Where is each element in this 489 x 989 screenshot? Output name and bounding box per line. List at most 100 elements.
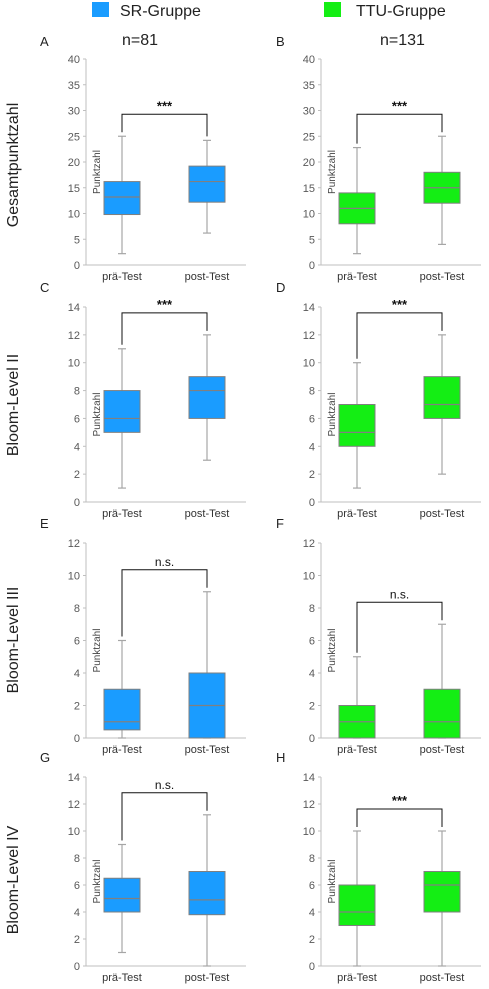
significance-label: *** (392, 793, 408, 808)
y-tick-label: 25 (303, 131, 315, 143)
y-tick-label: 10 (68, 826, 80, 838)
box-post-test: post-Test (185, 334, 230, 520)
row-label-1: Gesamtpunktzahl (5, 103, 22, 228)
y-tick-label: 6 (74, 413, 80, 425)
y-tick-label: 6 (309, 880, 315, 892)
y-tick-label: 14 (68, 772, 80, 784)
box-pre-test: prä-Test (102, 348, 142, 520)
category-label: prä-Test (337, 744, 377, 756)
box-post-test: post-Test (420, 135, 465, 283)
panel-F: F 0 2 4 6 8 10 12 Punktzahl prä-Test post-Test n.s. (276, 516, 481, 756)
row-label-3: Bloom-Level III (5, 587, 22, 694)
panel-letter: C (40, 280, 49, 295)
y-tick-label: 10 (68, 209, 80, 221)
panel-letter: A (40, 34, 49, 49)
y-axis-label: Punktzahl (327, 860, 338, 904)
category-label: prä-Test (102, 972, 142, 984)
y-tick-label: 8 (74, 603, 80, 615)
y-tick-label: 10 (303, 209, 315, 221)
y-tick-label: 0 (74, 733, 80, 745)
panel-letter: D (276, 280, 285, 295)
y-tick-label: 35 (68, 80, 80, 92)
panel-A: A 0 5 10 15 20 25 30 35 40 Punktzahl prä-Test post-T… (40, 34, 246, 283)
y-tick-label: 25 (68, 131, 80, 143)
box-iqr (103, 181, 141, 216)
y-tick-label: 4 (309, 907, 315, 919)
significance-label: *** (392, 98, 408, 113)
y-tick-label: 12 (303, 799, 315, 811)
panel-letter: F (276, 516, 284, 531)
y-tick-label: 2 (74, 701, 80, 713)
y-tick-label: 0 (74, 497, 80, 509)
category-label: prä-Test (102, 744, 142, 756)
category-label: prä-Test (337, 508, 377, 520)
category-label: post-Test (420, 972, 465, 984)
significance-bracket (121, 113, 208, 137)
significance-bracket (356, 601, 443, 653)
box-pre-test: prä-Test (337, 146, 377, 283)
y-tick-label: 40 (68, 54, 80, 66)
row-label-2: Bloom-Level II (5, 354, 22, 456)
y-tick-label: 30 (303, 106, 315, 118)
y-tick-label: 4 (74, 907, 80, 919)
box-iqr (103, 688, 141, 731)
y-tick-label: 8 (309, 386, 315, 398)
y-tick-label: 12 (68, 538, 80, 550)
y-tick-label: 14 (68, 302, 80, 314)
significance-label: *** (392, 297, 408, 312)
y-axis-label: Punktzahl (92, 393, 103, 437)
y-tick-label: 12 (303, 538, 315, 550)
category-label: post-Test (185, 271, 230, 283)
box-pre-test: prä-Test (102, 135, 142, 283)
box-post-test: post-Test (185, 139, 230, 283)
y-axis-label: Punktzahl (92, 150, 103, 194)
y-tick-label: 14 (303, 772, 315, 784)
category-label: post-Test (185, 744, 230, 756)
category-label: post-Test (185, 508, 230, 520)
y-tick-label: 10 (68, 358, 80, 370)
y-tick-label: 0 (309, 260, 315, 272)
y-tick-label: 12 (68, 330, 80, 342)
box-iqr (188, 376, 226, 419)
box-pre-test: prä-Test (102, 639, 142, 756)
y-tick-label: 8 (74, 386, 80, 398)
panel-letter: E (40, 516, 49, 531)
y-tick-label: 4 (309, 441, 315, 453)
panel-letter: G (40, 750, 50, 765)
y-tick-label: 20 (68, 157, 80, 169)
y-tick-label: 0 (309, 961, 315, 973)
box-iqr (188, 165, 226, 203)
legend-n-sr: n=81 (122, 32, 158, 49)
category-label: post-Test (185, 972, 230, 984)
box-post-test: post-Test (185, 814, 230, 984)
y-axis-label: Punktzahl (327, 393, 338, 437)
legend-n-ttu: n=131 (380, 32, 425, 49)
category-label: prä-Test (102, 508, 142, 520)
y-tick-label: 0 (74, 961, 80, 973)
y-tick-label: 0 (74, 260, 80, 272)
category-label: prä-Test (102, 271, 142, 283)
y-tick-label: 10 (68, 571, 80, 583)
panel-letter: H (276, 750, 285, 765)
category-label: post-Test (420, 271, 465, 283)
box-post-test: post-Test (420, 830, 465, 984)
y-tick-label: 0 (309, 497, 315, 509)
y-tick-label: 2 (74, 469, 80, 481)
significance-bracket (121, 312, 208, 345)
box-iqr (103, 390, 141, 433)
y-tick-label: 14 (303, 302, 315, 314)
significance-bracket (356, 808, 443, 827)
y-tick-label: 8 (309, 603, 315, 615)
y-axis-label: Punktzahl (327, 629, 338, 673)
y-tick-label: 5 (74, 234, 80, 246)
y-tick-label: 10 (303, 358, 315, 370)
box-iqr (423, 871, 461, 913)
box-pre-test: prä-Test (102, 843, 142, 984)
y-tick-label: 10 (303, 571, 315, 583)
panel-C: C 0 2 4 6 8 10 12 14 Punktzahl prä-Test post-Test **… (40, 280, 246, 520)
box-post-test: post-Test (420, 334, 464, 520)
panel-B: B 0 5 10 15 20 25 30 35 40 Punktzahl prä-Test post-T… (276, 34, 481, 283)
y-tick-label: 6 (309, 413, 315, 425)
panel-H: H 0 2 4 6 8 10 12 14 Punktzahl prä-Test post-Test **… (276, 750, 481, 984)
